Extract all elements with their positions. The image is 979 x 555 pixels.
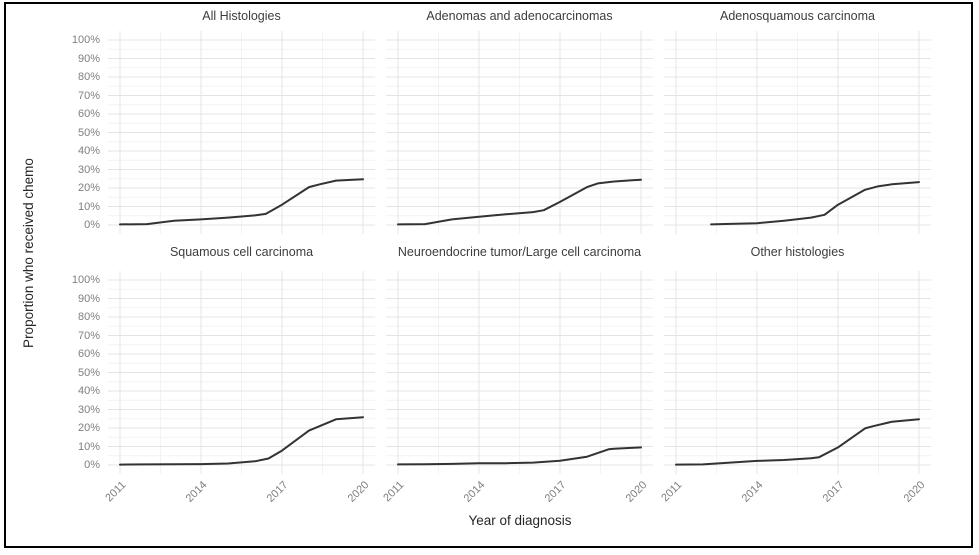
y-tick-label: 20% bbox=[77, 422, 100, 434]
y-tick-label: 90% bbox=[77, 292, 100, 305]
y-axis-title: Proportion who received chemo bbox=[21, 158, 36, 348]
y-tick-label: 90% bbox=[77, 52, 100, 65]
y-tick-label: 80% bbox=[77, 311, 100, 323]
panel-plot-area bbox=[108, 31, 375, 234]
y-tick-label: 50% bbox=[77, 126, 100, 139]
series-line-all-histologies bbox=[119, 178, 364, 226]
panel-plot-area bbox=[108, 271, 375, 474]
y-tick-label: 20% bbox=[77, 182, 100, 194]
panel-title-adenomas-and-adenocarcinomas: Adenomas and adenocarcinomas bbox=[426, 9, 613, 23]
y-tick-label: 60% bbox=[77, 108, 100, 120]
panel-plot-area bbox=[664, 271, 931, 474]
y-tick-label: 100% bbox=[71, 274, 100, 286]
facet-panel-adenosquamous-carcinoma bbox=[664, 31, 931, 234]
series-line-neuroendocrine-tumor-large-cell-carcinoma bbox=[397, 446, 642, 466]
panel-title-adenosquamous-carcinoma: Adenosquamous carcinoma bbox=[720, 9, 875, 23]
x-axis-title: Year of diagnosis bbox=[468, 513, 572, 528]
panel-title-squamous-cell-carcinoma: Squamous cell carcinoma bbox=[169, 245, 314, 259]
panel-plot-area bbox=[386, 31, 653, 234]
y-tick-label: 10% bbox=[77, 200, 100, 213]
y-tick-label: 40% bbox=[77, 385, 100, 397]
y-tick-label: 50% bbox=[77, 366, 100, 379]
series-line-adenosquamous-carcinoma bbox=[710, 181, 920, 226]
y-tick-label: 70% bbox=[77, 89, 100, 102]
panel-plot-area bbox=[664, 31, 931, 234]
facet-panel-squamous-cell-carcinoma bbox=[108, 271, 375, 474]
facet-panel-other-histologies bbox=[664, 271, 931, 474]
series-line-squamous-cell-carcinoma bbox=[119, 416, 364, 466]
y-tick-label: 10% bbox=[77, 440, 100, 453]
panel-plot-area bbox=[386, 271, 653, 474]
facet-panel-adenomas-and-adenocarcinomas bbox=[386, 31, 653, 234]
series-line-adenomas-and-adenocarcinomas bbox=[397, 178, 642, 226]
y-tick-label: 60% bbox=[77, 348, 100, 360]
y-tick-label: 80% bbox=[77, 71, 100, 83]
y-tick-label: 100% bbox=[71, 34, 100, 46]
facet-panel-neuroendocrine-tumor-large-cell-carcinoma bbox=[386, 271, 653, 474]
y-tick-label: 30% bbox=[77, 403, 100, 416]
panel-title-all-histologies: All Histologies bbox=[202, 9, 281, 23]
y-tick-label: 0% bbox=[84, 459, 100, 471]
facet-panel-all-histologies bbox=[108, 31, 375, 234]
y-tick-label: 30% bbox=[77, 163, 100, 176]
panel-title-neuroendocrine-tumor-large-cell-carcinoma: Neuroendocrine tumor/Large cell carcinom… bbox=[397, 245, 642, 259]
series-line-other-histologies bbox=[675, 418, 920, 466]
y-tick-label: 70% bbox=[77, 329, 100, 342]
panel-title-other-histologies: Other histologies bbox=[750, 245, 845, 259]
y-tick-label: 0% bbox=[84, 219, 100, 231]
y-tick-label: 40% bbox=[77, 145, 100, 157]
